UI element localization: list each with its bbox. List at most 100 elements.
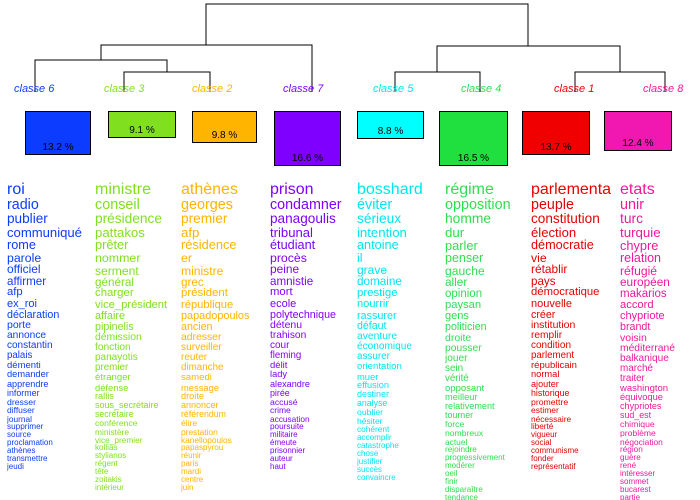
class-word: rallis xyxy=(95,390,114,401)
class-word: rejoindre xyxy=(445,445,477,455)
class-word: afp xyxy=(7,286,23,299)
word-list-classe-8: etats unir turc turquie chypre relation réfugi… xyxy=(620,182,700,500)
class-word: marché xyxy=(620,362,653,374)
class-word: prestation xyxy=(181,426,218,437)
class-word: oeil xyxy=(445,469,458,479)
class-box-1: 13.7 % xyxy=(522,111,590,155)
class-label-3: classe 3 xyxy=(104,83,145,95)
class-word: charger xyxy=(95,287,134,300)
class-word: annonce xyxy=(7,329,47,341)
class-word: progressivement xyxy=(445,453,505,463)
class-word: vice_président xyxy=(95,298,168,311)
class-word: ecole xyxy=(270,297,297,310)
class-word: étudiant xyxy=(270,237,316,252)
class-word: transmettre xyxy=(7,454,48,464)
class-word: opinion xyxy=(445,287,483,300)
class-word: roi xyxy=(7,182,25,198)
class-word: sud_est xyxy=(620,410,652,421)
class-word: sommet xyxy=(620,477,649,487)
class-word: méditerrané xyxy=(620,342,675,354)
class-word: déclaration xyxy=(7,308,60,321)
class-word: porte xyxy=(7,319,31,332)
class-word: rassurer xyxy=(357,309,397,322)
class-word: relativement xyxy=(445,401,495,412)
class-word: tribunal xyxy=(270,224,313,240)
class-word: tendance xyxy=(445,493,478,500)
class-word: communiqué xyxy=(7,224,82,240)
class-word: il xyxy=(357,251,363,266)
class-word: annoncer xyxy=(181,400,219,411)
class-word: panayotis xyxy=(95,352,138,364)
class-word: message xyxy=(181,381,220,393)
class-word: vigueur xyxy=(531,430,558,440)
class-word: grec xyxy=(181,275,204,289)
class-word: etats xyxy=(620,182,655,198)
class-word: élire xyxy=(181,417,198,428)
class-word: proclamation xyxy=(7,438,53,448)
class-word: institution xyxy=(531,319,576,332)
class-label-2: classe 2 xyxy=(192,83,233,95)
class-word: délit xyxy=(270,359,288,371)
class-label-5: classe 5 xyxy=(373,83,414,95)
class-word: ministre xyxy=(181,263,224,278)
class-word: résidence xyxy=(181,237,237,253)
class-word: muer xyxy=(357,370,379,382)
class-word: analyse xyxy=(357,398,388,409)
class-word: pirée xyxy=(270,387,290,398)
class-word: amnistie xyxy=(270,274,314,288)
class-word: justifier xyxy=(357,456,383,466)
class-word: accusé xyxy=(270,396,298,407)
class-word: parole xyxy=(7,250,42,265)
class-word: sein xyxy=(445,362,464,374)
class-word: reuter xyxy=(181,352,208,364)
class-percent: 16.5 % xyxy=(457,153,490,164)
class-word: condition xyxy=(531,340,572,352)
class-word: affaire xyxy=(95,309,126,322)
class-word: prêter xyxy=(95,237,129,253)
class-label-7: classe 7 xyxy=(283,83,324,95)
class-percent: 13.2 % xyxy=(42,142,74,153)
class-word: paysan xyxy=(445,299,482,312)
class-word: fleming xyxy=(270,350,302,362)
class-word: oublier xyxy=(357,407,384,418)
class-word: social xyxy=(531,438,552,448)
class-word: balkanique xyxy=(620,352,669,364)
class-percent: 13.7 % xyxy=(540,142,572,153)
class-word: nommer xyxy=(95,251,141,266)
class-word: estimer xyxy=(531,405,559,416)
class-word: pays xyxy=(531,274,556,288)
class-word: destiner xyxy=(357,389,390,400)
class-word: ministère xyxy=(95,426,129,437)
class-word: intention xyxy=(357,225,407,241)
class-word: modérer xyxy=(445,461,475,471)
word-list-classe-7: prison condamner panagoulis tribunal étudian… xyxy=(270,182,356,500)
class-word: défense xyxy=(95,381,129,393)
class-word: procès xyxy=(270,250,307,265)
class-word: conférence xyxy=(95,417,138,428)
class-word: accord xyxy=(620,299,654,312)
class-label-1: classe 1 xyxy=(554,83,595,95)
class-word: élection xyxy=(531,224,577,240)
class-word: makarios xyxy=(620,287,667,300)
class-word: républicain xyxy=(531,359,577,371)
class-word: bosshard xyxy=(357,182,423,198)
class-word: vice_premier xyxy=(95,434,143,445)
class-word: référendum xyxy=(181,409,226,420)
class-label-4: classe 4 xyxy=(461,83,502,95)
class-word: voisin xyxy=(620,332,647,345)
class-word: georges xyxy=(181,197,234,213)
class-word: dur xyxy=(445,225,465,241)
class-word: jouer xyxy=(445,352,468,364)
class-box-2: 9.8 % xyxy=(192,111,257,143)
class-word: chypre xyxy=(620,237,659,253)
class-word: normal xyxy=(531,369,560,380)
class-word: condamner xyxy=(270,197,342,213)
class-word: liberté xyxy=(531,422,554,432)
class-word: kanellopoulos xyxy=(181,434,232,445)
class-word: athènes xyxy=(7,446,36,456)
class-word: adresser xyxy=(181,331,222,343)
word-list-classe-4: régime opposition homme dur parler penser gauc… xyxy=(445,182,530,500)
class-word: source xyxy=(7,430,32,440)
class-word: meilleur xyxy=(445,392,478,403)
class-word: force xyxy=(445,419,465,430)
